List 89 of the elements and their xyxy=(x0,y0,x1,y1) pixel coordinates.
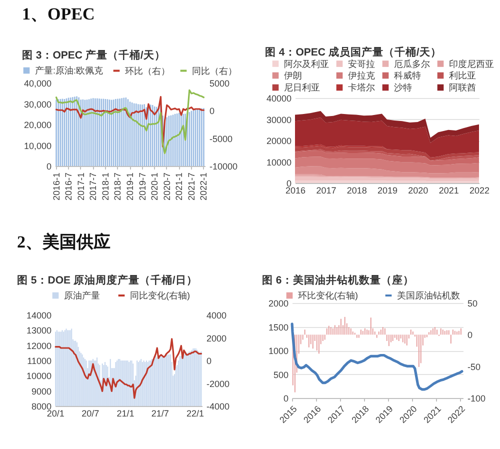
line-series xyxy=(55,96,205,148)
x-tick-label: 2020-1 xyxy=(150,172,160,201)
y-tick-label: 20,000 xyxy=(24,120,52,130)
x-tick-label: 2019-7 xyxy=(137,172,148,201)
legend-label: 伊朗 xyxy=(284,70,302,80)
line-series xyxy=(54,338,202,399)
legend-label: 环比（右） xyxy=(125,66,170,76)
x-tick-label: 2018 xyxy=(346,186,367,196)
y2-tick-label: -4000 xyxy=(206,402,230,412)
legend-label: 利比亚 xyxy=(449,70,476,80)
y-tick-label: 1000 xyxy=(268,346,288,356)
legend-label: 同比（右） xyxy=(192,66,237,76)
legend-label: 科威特 xyxy=(394,70,421,80)
y-tick-label: 0 xyxy=(286,178,292,188)
y2-tick-label: 2000 xyxy=(206,333,227,344)
y-tick-label: 13000 xyxy=(26,326,52,336)
legend-label: 阿尔及利亚 xyxy=(284,58,329,69)
y2-tick-label: -2000 xyxy=(206,378,230,389)
x-tick-label: 2020-7 xyxy=(162,172,172,201)
legend-label: 厄瓜多尔 xyxy=(394,58,430,69)
legend-label: 印度尼西亚 xyxy=(449,58,494,69)
line-series xyxy=(55,89,205,154)
y-tick-label: 14000 xyxy=(26,310,52,320)
x-tick-label: 2019-1 xyxy=(125,172,135,201)
y-tick-label: 10,000 xyxy=(24,140,52,151)
y-tick-label: 12000 xyxy=(26,340,52,351)
x-tick-label: 2016-1 xyxy=(51,172,62,201)
legend-label: 伊拉克 xyxy=(348,70,375,80)
legend-label: 阿联酋 xyxy=(449,82,476,92)
y2-tick-label: 0 xyxy=(206,356,212,366)
y-tick-label: 2000 xyxy=(268,298,288,308)
legend-label: 安哥拉 xyxy=(348,58,375,69)
x-tick-label: 21/7 xyxy=(151,408,169,418)
chart-title: 图 6：美国油井钻机数量（座） xyxy=(262,274,414,286)
x-tick-label: 2022-1 xyxy=(198,172,209,201)
x-tick-label: 21/1 xyxy=(116,408,134,418)
y-tick-label: 9000 xyxy=(31,386,52,396)
x-tick-label: 2016 xyxy=(285,186,306,196)
y2-tick-label: -50 xyxy=(468,362,481,372)
y2-tick-label: 0 xyxy=(468,330,473,340)
x-tick-label: 2019 xyxy=(377,186,398,196)
y-tick-label: 20000 xyxy=(266,136,292,146)
x-tick-label: 2018-1 xyxy=(100,172,110,201)
y2-tick-label: -10000 xyxy=(210,162,238,172)
x-tick-label: 20/1 xyxy=(46,408,64,418)
y-tick-label: 8000 xyxy=(31,402,52,412)
x-tick-label: 2016-7 xyxy=(64,172,74,201)
y-tick-label: 30000 xyxy=(266,114,292,125)
y2-tick-label: 50 xyxy=(468,298,478,308)
x-tick-label: 2017-7 xyxy=(88,172,98,201)
chart-title: 图 3：OPEC 产量（千桶/天） xyxy=(22,48,166,62)
y-tick-label: 30,000 xyxy=(24,99,52,110)
text: 1、OPEC xyxy=(22,4,95,24)
y-tick-label: 500 xyxy=(273,370,288,380)
legend-label: 卡塔尔 xyxy=(348,82,375,92)
legend-label: 产量:原油:欧佩克 xyxy=(35,66,104,76)
y2-tick-label: 5000 xyxy=(210,78,230,88)
y-tick-label: 40,000 xyxy=(24,78,52,88)
chart-title: 图 5：DOE 原油周度产量（千桶/日） xyxy=(17,274,198,286)
y-tick-label: 10000 xyxy=(26,371,52,382)
legend-label: 美国原油钻机数 xyxy=(397,290,460,300)
legend-label: 沙特 xyxy=(394,82,412,92)
x-tick-label: 20/7 xyxy=(82,408,100,418)
y-tick-label: 0 xyxy=(283,394,288,404)
legend-label: 同比变化(右轴) xyxy=(130,290,190,300)
x-tick-label: 2020 xyxy=(408,186,428,196)
x-tick-label: 2017 xyxy=(316,186,336,196)
x-tick-label: 2017-1 xyxy=(76,172,86,201)
x-tick-label: 2021-7 xyxy=(186,172,196,201)
legend-label: 环比变化(右轴) xyxy=(298,290,358,300)
y-tick-label: 0 xyxy=(46,162,52,172)
legend-label: 尼日利亚 xyxy=(284,82,320,92)
y2-tick-label: -5000 xyxy=(210,134,233,144)
y-tick-label: 11000 xyxy=(27,356,52,366)
x-tick-label: 2021 xyxy=(438,186,459,196)
chart-title: 图 4：OPEC 成员国产量（千桶/天） xyxy=(265,46,442,58)
y-tick-label: 1500 xyxy=(268,322,288,332)
y2-tick-label: 0 xyxy=(210,106,215,116)
legend-label: 原油产量 xyxy=(64,290,100,300)
x-tick-label: 2021-1 xyxy=(174,172,184,201)
x-tick-label: 2018-7 xyxy=(112,172,123,201)
x-tick-label: 2022 xyxy=(469,186,490,196)
text: 2、美国供应 xyxy=(17,232,110,252)
y2-tick-label: 4000 xyxy=(206,310,227,320)
y-tick-label: 10000 xyxy=(266,157,292,168)
x-tick-label: 22/1 xyxy=(186,408,204,418)
y-tick-label: 40000 xyxy=(266,94,292,104)
y2-tick-label: -100 xyxy=(468,394,486,404)
line-series xyxy=(290,322,464,391)
